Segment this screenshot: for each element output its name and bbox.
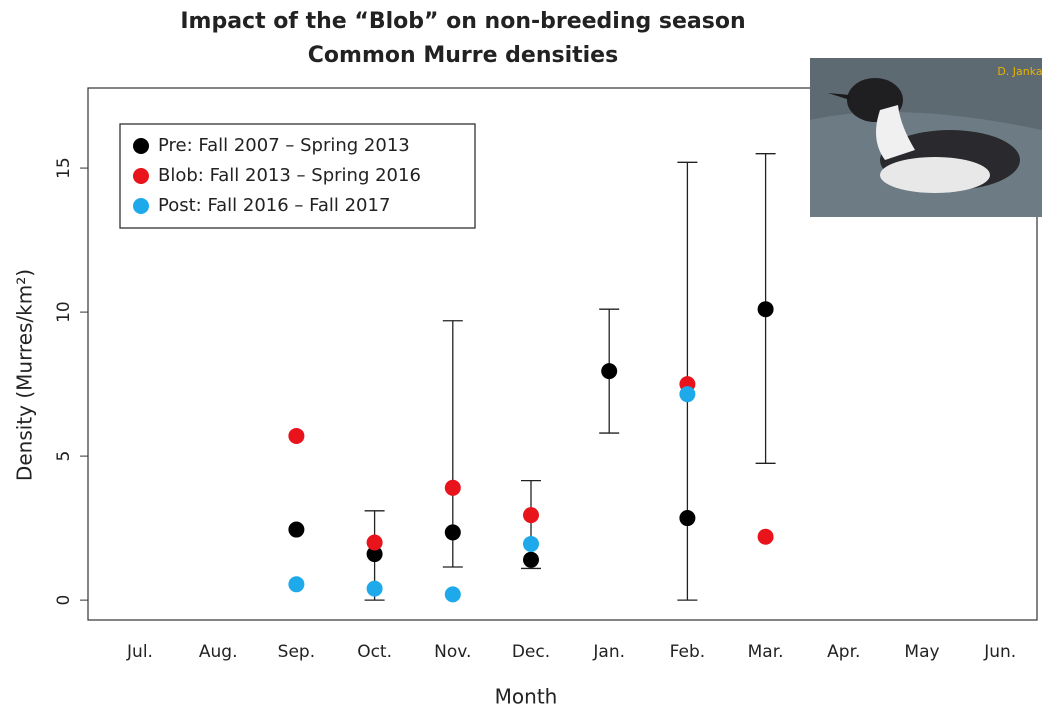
y-tick-label: 15: [54, 157, 74, 179]
y-axis-label: Density (Murres/km²): [13, 269, 37, 481]
data-point: [288, 576, 304, 592]
data-point: [445, 480, 461, 496]
legend-label: Pre: Fall 2007 – Spring 2013: [158, 135, 410, 156]
data-point: [523, 552, 539, 568]
data-point: [367, 581, 383, 597]
x-tick-label: Dec.: [512, 642, 550, 662]
x-tick-label: Mar.: [748, 642, 784, 662]
x-tick-label: Oct.: [357, 642, 392, 662]
x-tick-label: Sep.: [278, 642, 315, 662]
x-tick-label: Nov.: [434, 642, 471, 662]
x-tick-label: May: [904, 642, 939, 662]
data-point: [601, 363, 617, 379]
legend-marker: [133, 198, 149, 214]
data-point: [445, 586, 461, 602]
data-point: [758, 301, 774, 317]
data-point: [523, 536, 539, 552]
legend-label: Post: Fall 2016 – Fall 2017: [158, 195, 390, 216]
chart-title: Impact of the “Blob” on non-breeding sea…: [180, 9, 745, 34]
data-point: [367, 535, 383, 551]
data-point: [445, 524, 461, 540]
data-point: [679, 510, 695, 526]
photo: D. Janka: [810, 58, 1042, 217]
chart: Impact of the “Blob” on non-breeding sea…: [0, 0, 1042, 711]
y-tick-label: 0: [54, 595, 74, 606]
legend-marker: [133, 168, 149, 184]
chart-title: Common Murre densities: [308, 43, 618, 68]
y-tick-label: 10: [54, 301, 74, 323]
x-tick-label: Jun.: [983, 642, 1016, 662]
x-tick-label: Jan.: [592, 642, 625, 662]
x-tick-label: Feb.: [670, 642, 706, 662]
legend-label: Blob: Fall 2013 – Spring 2016: [158, 165, 421, 186]
data-point: [288, 522, 304, 538]
x-tick-label: Jul.: [126, 642, 153, 662]
x-tick-label: Apr.: [827, 642, 860, 662]
data-point: [523, 507, 539, 523]
y-tick-label: 5: [54, 451, 74, 462]
x-tick-label: Aug.: [199, 642, 238, 662]
data-point: [758, 529, 774, 545]
x-axis-label: Month: [495, 685, 558, 709]
legend-marker: [133, 138, 149, 154]
photo-credit: D. Janka: [997, 65, 1042, 78]
data-point: [679, 386, 695, 402]
data-point: [288, 428, 304, 444]
